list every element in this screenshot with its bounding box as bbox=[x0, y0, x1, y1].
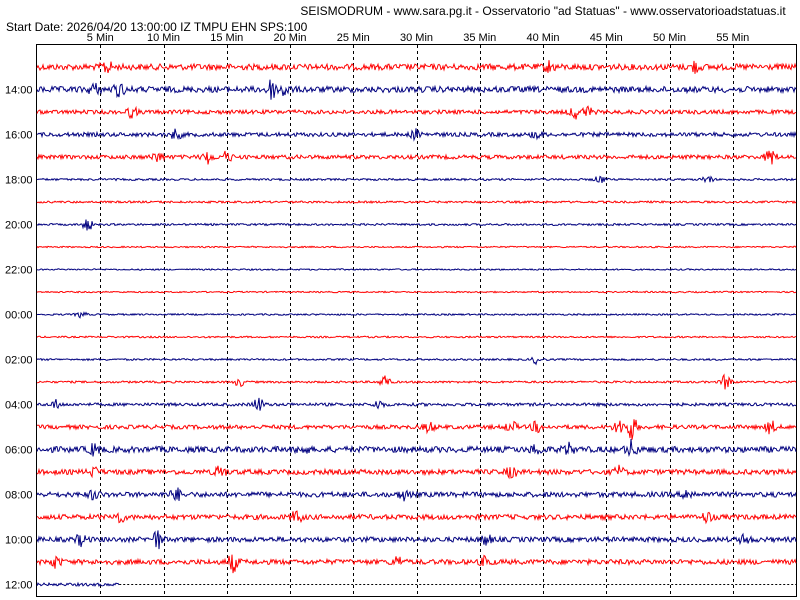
hour-label: 18:00 bbox=[5, 175, 33, 187]
x-tick-label: 40 Min bbox=[526, 32, 559, 44]
trace-row-1500 bbox=[36, 105, 797, 120]
trace-row-1300 bbox=[36, 60, 797, 74]
x-tick-label: 45 Min bbox=[590, 32, 623, 44]
trace-row-0500 bbox=[36, 419, 797, 440]
trace-row-1800 bbox=[36, 175, 797, 184]
hour-label: 22:00 bbox=[5, 265, 33, 277]
trace-row-1200 bbox=[36, 581, 120, 588]
x-tick-label: 20 Min bbox=[273, 32, 306, 44]
chart-title: SEISMODRUM - www.sara.pg.it - Osservator… bbox=[300, 4, 786, 18]
x-tick-labels: 5 Min 10 Min 15 Min 20 Min 25 Min 30 Min 35 Mi… bbox=[87, 32, 749, 44]
hour-label: 10:00 bbox=[5, 535, 33, 547]
hour-label: 06:00 bbox=[5, 445, 33, 457]
trace-row-0600 bbox=[36, 438, 797, 458]
hour-label: 12:00 bbox=[5, 580, 33, 592]
trace-row-2300 bbox=[36, 290, 797, 294]
trace-row-0300 bbox=[36, 373, 797, 390]
x-tick-label: 15 Min bbox=[210, 32, 243, 44]
start-date-info: Start Date: 2026/04/20 13:00:00 IZ TMPU … bbox=[6, 20, 308, 34]
x-tick-label: 10 Min bbox=[147, 32, 180, 44]
x-tick-label: 35 Min bbox=[463, 32, 496, 44]
hour-label: 20:00 bbox=[5, 220, 33, 232]
trace-row-0400 bbox=[36, 397, 797, 411]
trace-row-1000 bbox=[36, 530, 797, 550]
trace-row-1700 bbox=[36, 150, 797, 165]
hour-label: 14:00 bbox=[5, 85, 33, 97]
trace-row-2000 bbox=[36, 219, 797, 231]
x-tick-label: 30 Min bbox=[400, 32, 433, 44]
trace-row-0200 bbox=[36, 356, 797, 366]
seismic-traces bbox=[36, 60, 797, 588]
hour-label: 04:00 bbox=[5, 400, 33, 412]
hour-label: 02:00 bbox=[5, 355, 33, 367]
hour-label: 08:00 bbox=[5, 490, 33, 502]
hour-label: 00:00 bbox=[5, 310, 33, 322]
trace-row-2200 bbox=[36, 267, 797, 271]
trace-row-0800 bbox=[36, 487, 797, 502]
x-tick-label: 50 Min bbox=[653, 32, 686, 44]
trace-row-2100 bbox=[36, 245, 797, 249]
trace-row-1600 bbox=[36, 128, 797, 142]
trace-row-1100 bbox=[36, 554, 797, 574]
trace-row-0000 bbox=[36, 311, 797, 319]
plot-frame bbox=[36, 44, 797, 597]
trace-row-0100 bbox=[36, 335, 797, 339]
hour-labels: 14:00 16:00 18:00 20:00 22:00 00:00 02:00 04:00… bbox=[5, 85, 33, 592]
x-tick-label: 25 Min bbox=[337, 32, 370, 44]
hour-label: 16:00 bbox=[5, 130, 33, 142]
trace-row-0700 bbox=[36, 464, 797, 480]
x-tick-label: 55 Min bbox=[716, 32, 749, 44]
trace-row-1900 bbox=[36, 199, 797, 205]
x-tick-label: 5 Min bbox=[87, 32, 114, 44]
trace-row-0900 bbox=[36, 510, 797, 525]
trace-row-1400 bbox=[36, 79, 797, 100]
